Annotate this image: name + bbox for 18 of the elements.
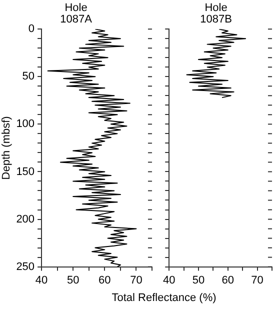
x-tick-label: 50 (192, 274, 205, 286)
x-tick-label: 40 (35, 274, 48, 286)
y-tick-label: 0 (28, 23, 35, 36)
y-tick-label: 250 (16, 260, 35, 273)
x-tick-label: 50 (66, 274, 80, 286)
x-axis-title: Total Reflectance (%) (110, 292, 218, 304)
y-tick-label: 100 (16, 118, 35, 130)
x-tick-label: 70 (130, 274, 142, 286)
chart-title: Hole 1087B (200, 2, 232, 26)
x-tick-label: 70 (251, 274, 264, 286)
x-tick-label: 40 (162, 274, 176, 286)
y-tick-label: 150 (16, 166, 35, 178)
y-axis-title: Depth (mbsf) (0, 116, 13, 180)
x-tick-label: 60 (222, 274, 234, 286)
y-tick-label: 50 (22, 70, 35, 83)
chart-title: Hole 1087A (60, 2, 93, 26)
y-tick-label: 200 (16, 213, 35, 226)
x-tick-label: 60 (98, 274, 111, 286)
